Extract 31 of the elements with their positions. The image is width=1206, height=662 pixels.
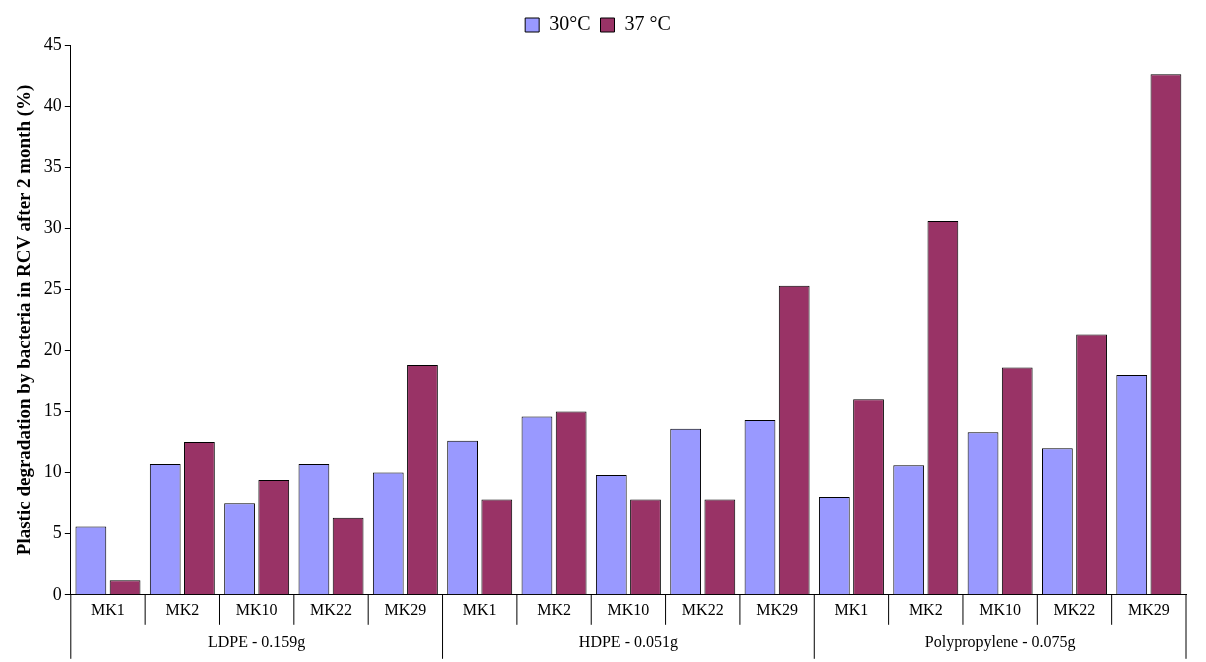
text: LDPE - 0.159g	[208, 633, 306, 651]
x-tick-label: MK1	[91, 600, 125, 618]
y-axis-title: Plastic degradation by bacteria in RCV after 2 month (%)	[13, 84, 36, 556]
x-tick-label: MK10	[979, 600, 1022, 618]
y-tick-label: 30	[43, 217, 62, 237]
legend-label: 30°C	[549, 12, 591, 35]
x-tick-label: MK29	[384, 600, 427, 618]
x-tick-label: MK22	[310, 600, 352, 618]
x-tick-label: MK2	[537, 600, 571, 618]
x-tick-label: MK1	[462, 600, 497, 618]
text: HDPE - 0.051g	[578, 633, 678, 651]
x-tick-label: MK10	[235, 600, 278, 618]
x-tick-label: MK29	[1127, 600, 1170, 618]
y-tick-label: 45	[43, 33, 62, 54]
legend-label: 37 °C	[624, 12, 671, 35]
text: Polypropylene - 0.075g	[924, 633, 1076, 651]
y-tick-label: 5	[52, 522, 62, 543]
x-tick-label: MK2	[908, 600, 943, 618]
y-tick-label: 0	[52, 583, 62, 604]
y-tick-label: 10	[43, 461, 62, 482]
x-tick-label: MK10	[607, 600, 650, 618]
x-tick-label: MK29	[756, 600, 798, 618]
y-tick-label: 35	[43, 155, 62, 176]
x-tick-label: MK1	[834, 600, 869, 618]
x-tick-label: MK2	[165, 600, 200, 618]
y-tick-label: 15	[43, 400, 62, 421]
y-tick-label: 20	[43, 339, 62, 360]
y-tick-label: 25	[43, 278, 62, 299]
x-tick-label: MK22	[1053, 600, 1096, 618]
y-tick-label: 40	[43, 94, 62, 115]
x-tick-label: MK22	[681, 600, 724, 618]
